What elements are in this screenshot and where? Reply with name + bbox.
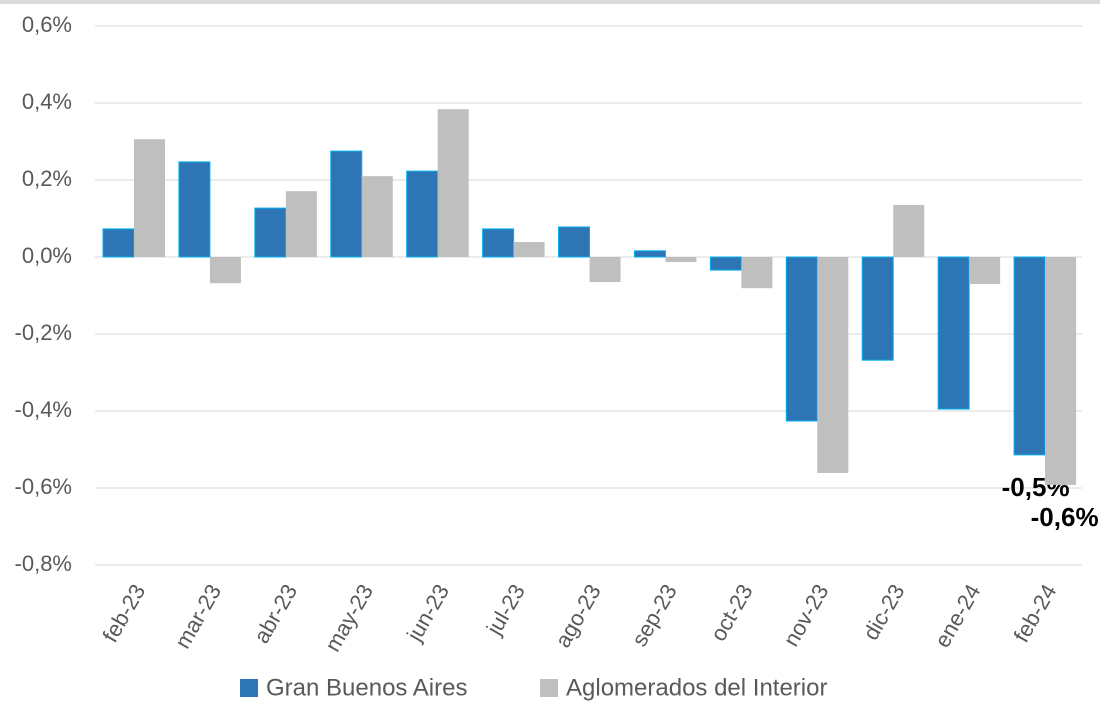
- x-tick-label: oct-23: [705, 580, 757, 645]
- x-tick-label: feb-24: [1009, 580, 1062, 647]
- x-tick-label: nov-23: [778, 580, 833, 651]
- bar: [785, 256, 818, 422]
- top-border: [0, 0, 1100, 4]
- bar: [633, 250, 666, 258]
- bar: [102, 228, 135, 258]
- y-tick-label: -0,2%: [15, 320, 72, 345]
- bar: [817, 257, 849, 473]
- bar: [285, 191, 317, 257]
- x-tick-label: dic-23: [858, 580, 910, 644]
- x-tick-label: ago-23: [550, 580, 606, 652]
- x-tick-label: jun-23: [401, 580, 454, 646]
- bar: [1013, 256, 1046, 456]
- y-tick-label: 0,0%: [22, 243, 72, 268]
- x-tick-label: abr-23: [249, 580, 302, 648]
- bar: [406, 170, 439, 258]
- x-tick-label: ene-24: [930, 580, 986, 652]
- bar: [134, 139, 165, 257]
- bar: [437, 109, 469, 257]
- bar: [741, 257, 773, 289]
- x-tick-label: jul-23: [481, 580, 530, 640]
- bar: [1045, 257, 1077, 485]
- x-tick-label: mar-23: [170, 580, 226, 653]
- y-tick-label: -0,4%: [15, 397, 72, 422]
- y-tick-label: 0,6%: [22, 12, 72, 37]
- bar: [254, 207, 287, 258]
- bar: [893, 205, 925, 257]
- bar: [861, 256, 894, 361]
- y-tick-label: -0,6%: [15, 474, 72, 499]
- bar: [209, 257, 241, 284]
- x-tick-label: feb-23: [97, 580, 150, 647]
- y-tick-label: 0,4%: [22, 89, 72, 114]
- bar: [589, 257, 621, 283]
- bar: [361, 176, 393, 257]
- legend-label: Aglomerados del Interior: [566, 674, 827, 701]
- bar: [665, 257, 697, 263]
- x-tick-label: sep-23: [626, 580, 681, 651]
- bar: [937, 256, 970, 410]
- legend-swatch: [240, 679, 258, 697]
- bar: [558, 226, 591, 258]
- bar: [482, 228, 515, 258]
- y-tick-label: 0,2%: [22, 166, 72, 191]
- y-tick-label: -0,8%: [15, 551, 72, 576]
- bar: [330, 150, 363, 258]
- bar: [709, 256, 742, 271]
- x-tick-label: may-23: [320, 580, 378, 656]
- value-label: -0,6%: [1031, 502, 1099, 532]
- bar: [513, 241, 545, 257]
- bar: [969, 257, 1001, 284]
- legend-swatch: [540, 679, 558, 697]
- legend-label: Gran Buenos Aires: [266, 674, 467, 701]
- bar: [178, 161, 211, 258]
